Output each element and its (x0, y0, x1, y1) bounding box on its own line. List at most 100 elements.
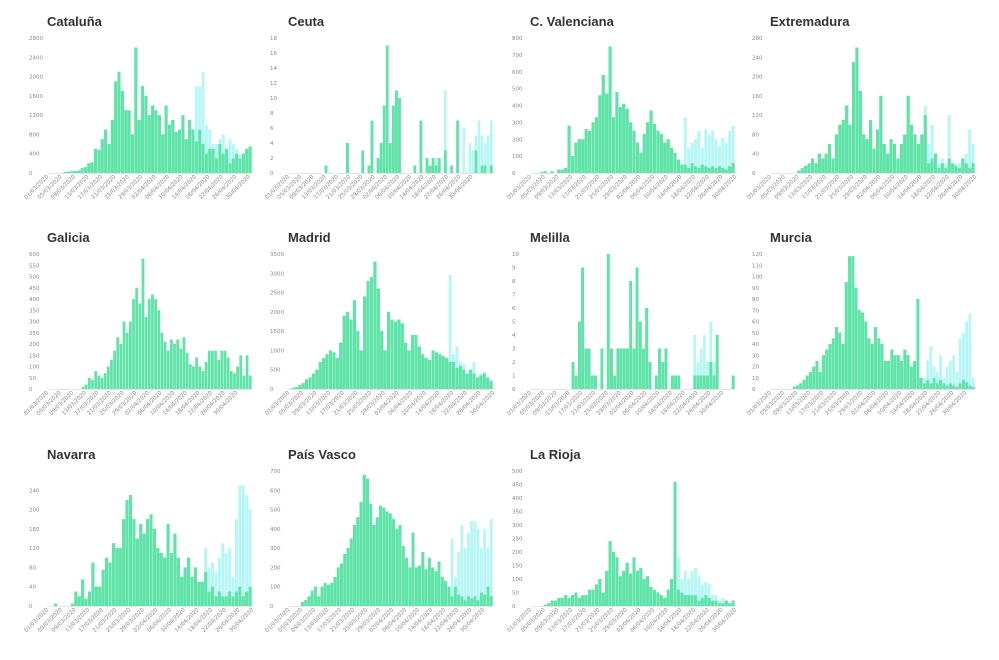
bar-confirmed (325, 354, 329, 389)
bar-confirmed (717, 603, 721, 606)
bar-confirmed (129, 321, 132, 389)
bar-confirmed (591, 122, 595, 174)
bar-confirmed (715, 335, 719, 389)
bar-confirmed (88, 591, 92, 606)
bar-confirmed (807, 163, 811, 173)
bar-confirmed (683, 164, 687, 173)
bar-confirmed (245, 591, 249, 606)
bar-confirmed (673, 481, 677, 606)
bar-confirmed (825, 349, 829, 390)
y-tick-label: 2000 (29, 75, 43, 81)
chart-panel: Extremadura 0 40 80 120 160 200 240 280 01/03/202… (746, 14, 995, 224)
bar-pending (930, 124, 934, 173)
bar-pending (731, 125, 735, 173)
bar-confirmed (465, 373, 469, 389)
bar-confirmed (612, 552, 616, 606)
bar-confirmed (346, 143, 349, 173)
bar-confirmed (479, 375, 483, 389)
bar-confirmed (851, 256, 855, 389)
bar-confirmed (706, 375, 709, 389)
chart-panel: Navarra 0 40 80 120 160 200 240 01/03/2020 05/03/… (23, 447, 272, 657)
bar-confirmed (118, 548, 122, 606)
bar-confirmed (379, 143, 383, 173)
bar-pending (201, 71, 205, 173)
bar-confirmed (438, 354, 442, 389)
bar-confirmed (248, 586, 252, 606)
bar-confirmed (690, 595, 694, 606)
bar-confirmed (567, 125, 571, 173)
y-tick-label: 0 (270, 171, 274, 177)
y-tick-label: 18 (270, 36, 277, 42)
y-tick-label: 100 (29, 365, 40, 371)
bar-pending (211, 562, 215, 606)
bar-confirmed (553, 600, 557, 606)
bar-pending (971, 377, 975, 389)
bar-confirmed (201, 371, 205, 389)
bar-confirmed (176, 339, 180, 389)
y-tick-label: 250 (29, 331, 40, 337)
bar-confirmed (809, 372, 812, 390)
bar-confirmed (584, 348, 588, 389)
bar-confirmed (375, 517, 379, 606)
bar-confirmed (883, 360, 887, 390)
bar-pending (486, 548, 490, 606)
bar-confirmed (407, 350, 411, 389)
bar-pending (473, 521, 477, 606)
bar-confirmed (728, 166, 732, 173)
bar-confirmed (588, 130, 592, 173)
y-tick-label: 60 (752, 320, 759, 326)
bar-confirmed (428, 165, 432, 173)
bar-confirmed (398, 98, 401, 173)
bar-confirmed (906, 355, 910, 389)
bar-confirmed (83, 167, 87, 173)
bar-confirmed (119, 344, 123, 389)
bar-confirmed (336, 567, 340, 606)
bar-confirmed (916, 144, 920, 173)
bar-confirmed (618, 107, 622, 173)
bar-confirmed (828, 144, 832, 173)
bar-confirmed (629, 573, 633, 606)
bar-confirmed (151, 294, 154, 389)
bar-confirmed (450, 165, 453, 173)
bar-pending (697, 130, 701, 173)
bar-confirmed (176, 557, 180, 606)
bar-pending (690, 142, 694, 174)
bar-confirmed (419, 120, 423, 173)
y-tick-label: 160 (29, 527, 40, 533)
bar-confirmed (245, 355, 249, 389)
bar-confirmed (844, 282, 848, 390)
bar-confirmed (663, 142, 667, 174)
bar-confirmed (600, 348, 604, 389)
y-tick-label: 500 (512, 469, 523, 475)
bar-confirmed (473, 596, 477, 606)
bar-pending (697, 576, 701, 606)
bar-confirmed (965, 382, 969, 389)
y-tick-label: 16 (270, 51, 277, 57)
bar-confirmed (184, 139, 188, 173)
chart-panel: Murcia 0 10 20 30 40 50 60 70 80 90 100 110 120 01/03/… (746, 230, 995, 440)
bar-confirmed (421, 354, 425, 389)
bar-confirmed (100, 139, 104, 173)
bar-confirmed (944, 168, 948, 173)
bar-confirmed (659, 595, 663, 606)
bar-confirmed (731, 162, 735, 174)
bar-confirmed (574, 592, 578, 606)
y-tick-label: 110 (752, 263, 763, 269)
chart-title: La Rioja (530, 447, 581, 462)
bar-confirmed (870, 344, 874, 389)
bar-confirmed (677, 375, 681, 389)
bar-confirmed (427, 557, 431, 606)
y-tick-label: 30 (752, 353, 759, 359)
bar-confirmed (73, 171, 77, 173)
bar-confirmed (77, 596, 81, 606)
bar-confirmed (425, 158, 429, 173)
bar-confirmed (229, 371, 233, 389)
bar-confirmed (188, 364, 192, 389)
bar-confirmed (193, 567, 197, 606)
y-tick-label: 20 (752, 365, 759, 371)
bar-confirmed (147, 115, 151, 173)
bar-confirmed (94, 148, 98, 173)
y-tick-label: 1200 (29, 113, 43, 119)
y-tick-label: 100 (752, 275, 763, 281)
